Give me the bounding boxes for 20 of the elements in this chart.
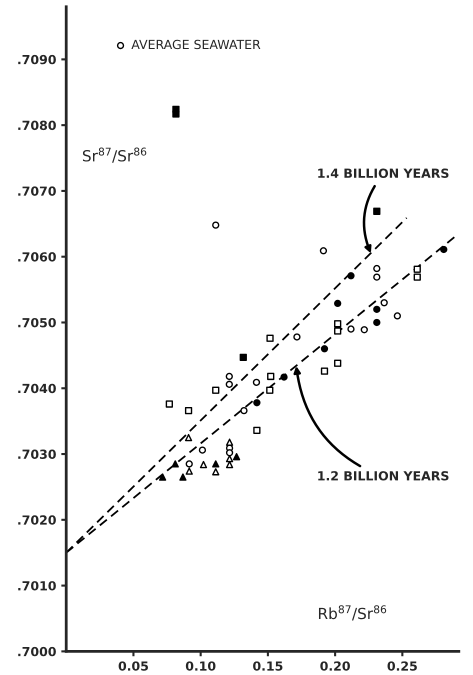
y-tick-label: .7050 [18, 318, 56, 328]
series-label: AVERAGE SEAWATER [131, 40, 260, 50]
annotation: 1.4 BILLION YEARS [318, 168, 448, 178]
y-tick-label: .7060 [18, 252, 56, 262]
y-tick-label: .7040 [18, 384, 56, 394]
y-tick-label: .7070 [18, 186, 56, 196]
y-tick-label: .7000 [18, 646, 56, 656]
annotation: 1.2 BILLION YEARS [318, 471, 448, 481]
x-axis-title: Rb$^{87}$/Sr$^{86}$ [318, 605, 386, 620]
y-tick-label: .7010 [18, 581, 56, 591]
y-tick-label: .7080 [18, 120, 56, 130]
x-tick-label: 0.10 [186, 661, 216, 671]
y-axis-title: Sr$^{87}$/Sr$^{86}$ [82, 148, 146, 163]
y-tick-label: .7090 [18, 54, 56, 64]
x-tick-label: 0.20 [320, 661, 350, 671]
x-tick-label: 0.25 [388, 661, 417, 671]
y-tick-label: .7020 [18, 515, 56, 525]
x-tick-label: 0.15 [253, 661, 282, 671]
x-tick-label: 0.05 [118, 661, 148, 671]
y-tick-label: .7030 [18, 450, 56, 459]
